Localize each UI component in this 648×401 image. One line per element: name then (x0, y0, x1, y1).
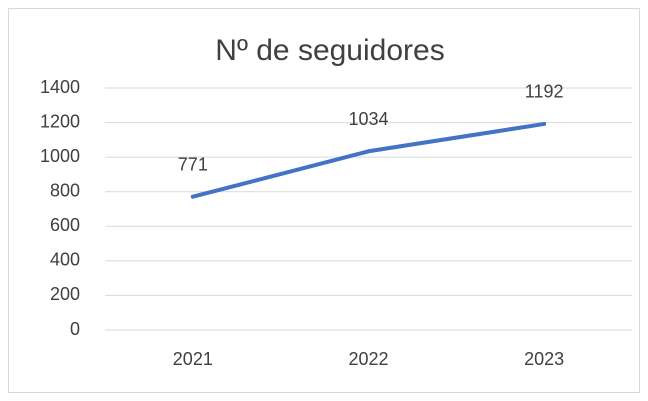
chart-border (8, 8, 640, 393)
data-label: 771 (178, 154, 208, 174)
y-tick-label: 800 (50, 180, 80, 200)
y-tick-label: 1200 (40, 111, 80, 131)
x-tick-label: 2021 (173, 349, 213, 369)
chart-title: Nº de seguidores (215, 34, 444, 67)
data-label: 1192 (525, 82, 564, 102)
x-tick-label: 2022 (348, 349, 388, 369)
y-tick-label: 600 (50, 215, 80, 235)
y-tick-label: 200 (50, 284, 80, 304)
y-tick-label: 1400 (40, 77, 80, 97)
y-tick-label: 400 (50, 250, 80, 270)
y-tick-label: 1000 (40, 146, 80, 166)
series-line (190, 121, 547, 199)
y-tick-label: 0 (70, 319, 80, 339)
data-label: 1034 (348, 109, 388, 129)
x-tick-label: 2023 (524, 349, 564, 369)
